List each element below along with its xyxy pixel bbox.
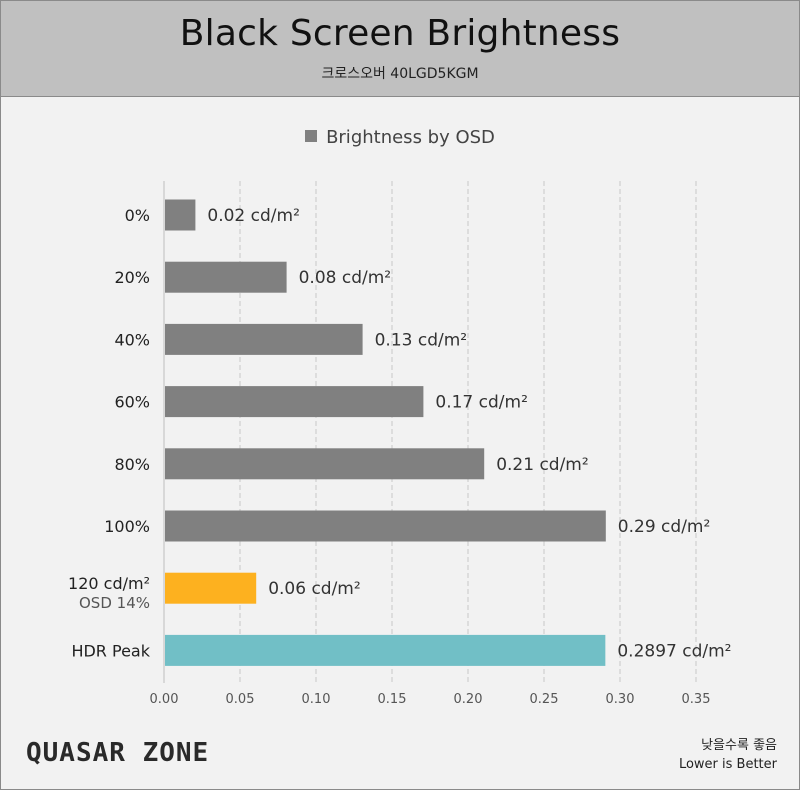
legend-swatch: [305, 130, 318, 142]
data-label: 0.21 cd/m²: [496, 455, 589, 475]
data-label: 0.06 cd/m²: [268, 579, 361, 599]
brand-logo: QUASAR ZONE: [26, 738, 210, 768]
category-label: 120 cd/m²: [68, 574, 150, 593]
bar: [165, 199, 196, 231]
chart-subtitle: 크로스오버 40LGD5KGM: [321, 66, 479, 82]
category-label: 0%: [125, 206, 150, 225]
x-tick-label: 0.30: [606, 692, 635, 707]
legend-label: Brightness by OSD: [326, 127, 495, 148]
x-tick-label: 0.15: [378, 692, 407, 707]
data-label: 0.29 cd/m²: [618, 517, 711, 537]
category-label: HDR Peak: [71, 641, 150, 660]
bar: [165, 510, 606, 542]
data-label: 0.17 cd/m²: [435, 393, 528, 413]
bar: [165, 572, 257, 604]
data-label: 0.2897 cd/m²: [617, 641, 731, 661]
bar: [165, 386, 424, 418]
x-tick-label: 0.05: [226, 692, 255, 707]
chart-title: Black Screen Brightness: [179, 13, 621, 54]
x-tick-label: 0.25: [530, 692, 559, 707]
footnote-english: Lower is Better: [678, 757, 777, 772]
footnote: 낮을수록 좋음 Lower is Better: [679, 736, 777, 774]
footnote-korean: 낮을수록 좋음: [701, 738, 777, 753]
bar: [165, 634, 606, 666]
data-label: 0.13 cd/m²: [375, 330, 468, 350]
legend: Brightness by OSD: [1, 127, 799, 148]
bar: [165, 323, 363, 355]
category-label: 80%: [114, 455, 150, 474]
category-label: 100%: [104, 517, 150, 536]
data-label: 0.08 cd/m²: [299, 268, 392, 288]
x-tick-label: 0.00: [150, 692, 179, 707]
x-tick-label: 0.10: [302, 692, 331, 707]
bar: [165, 261, 287, 293]
category-label: 40%: [114, 330, 150, 349]
x-tick-label: 0.35: [682, 692, 711, 707]
x-tick-label: 0.20: [454, 692, 483, 707]
bar: [165, 448, 485, 480]
category-label: 20%: [114, 268, 150, 287]
category-label: 60%: [114, 393, 150, 412]
category-sublabel: OSD 14%: [79, 594, 150, 612]
data-label: 0.02 cd/m²: [207, 206, 300, 226]
header-bar: Black Screen Brightness 크로스오버 40LGD5KGM: [1, 1, 799, 97]
